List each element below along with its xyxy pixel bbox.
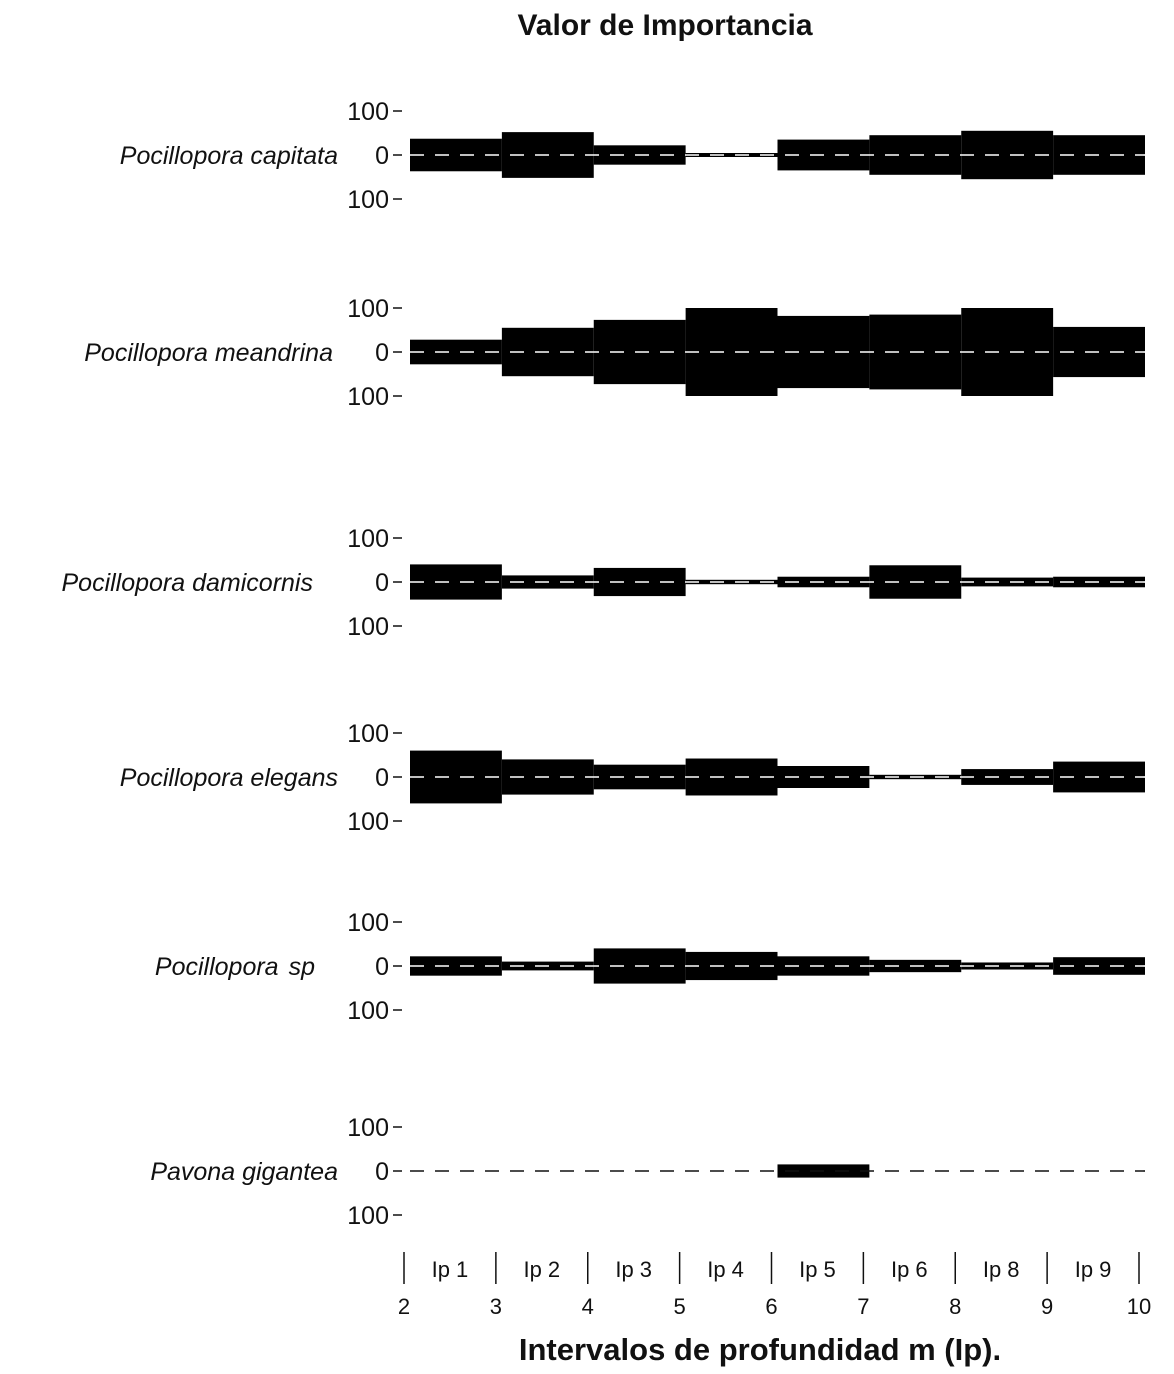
kite-bar [685,579,778,585]
species-panel: Pocillopora elegans 100 0 100 [120,720,1145,836]
tick-label-top: 100 [347,295,389,323]
tick-label-bottom: 100 [347,383,389,411]
interval-label: Ip 6 [891,1257,928,1282]
tick-label-top: 100 [347,525,389,553]
interval-label: Ip 3 [615,1257,652,1282]
species-name: Pocillopora meandrina [84,339,333,367]
tick-label-bottom: 100 [347,997,389,1025]
tick-label-bottom: 100 [347,186,389,214]
tick-label-zero: 0 [375,142,389,170]
tick-label-zero: 0 [375,339,389,367]
tick-label-zero: 0 [375,569,389,597]
depth-tick-label: 9 [1041,1294,1053,1319]
depth-axis: 2 3 4 5 6 7 8 9 10 Ip 1 Ip 2 Ip 3 Ip 4 Ip 5 Ip 6 Ip 8 Ip… [398,1252,1151,1319]
kite-bar [961,769,1054,785]
depth-tick-label: 8 [949,1294,961,1319]
depth-tick-label: 5 [674,1294,686,1319]
species-label: Pocillopora elegans [120,764,338,792]
species-label: Pavona gigantea [150,1158,338,1186]
depth-tick-label: 2 [398,1294,410,1319]
species-suffix: sp [289,953,316,981]
interval-label: Ip 4 [707,1257,744,1282]
kite-bar [961,962,1054,970]
kite-bar [685,153,778,157]
interval-label: Ip 1 [432,1257,469,1282]
kite-bar [1053,957,1145,975]
depth-tick-label: 10 [1127,1294,1151,1319]
species-name: Pocillopora capitata [120,142,338,170]
species-panel: Pocillopora sp 100 0 100 [155,909,1145,1025]
species-label: Pocillopora capitata [120,142,338,170]
interval-label: Ip 9 [1075,1257,1112,1282]
species-name: Pocillopora damicornis [61,569,313,597]
tick-label-zero: 0 [375,764,389,792]
tick-label-bottom: 100 [347,1202,389,1230]
kite-bar [410,956,502,976]
species-label: Pocillopora damicornis [61,569,313,597]
tick-label-bottom: 100 [347,808,389,836]
tick-label-bottom: 100 [347,613,389,641]
chart-title: Valor de Importancia [517,9,812,42]
species-panel: Pocillopora meandrina 100 0 100 [84,295,1145,411]
tick-label-top: 100 [347,909,389,937]
species-panel: Pavona gigantea 100 0 100 [150,1114,1145,1230]
x-axis-label: Intervalos de profundidad m (Ip). [519,1332,1001,1367]
interval-label: Ip 8 [983,1257,1020,1282]
species-label: Pocillopora meandrina [84,339,333,367]
depth-tick-label: 4 [582,1294,594,1319]
tick-label-zero: 0 [375,1158,389,1186]
tick-label-top: 100 [347,98,389,126]
interval-label: Ip 2 [523,1257,560,1282]
kite-bar [1053,576,1145,588]
species-panel: Pocillopora capitata 100 0 100 [120,98,1145,214]
species-label: Pocillopora sp [155,953,315,981]
depth-tick-label: 7 [857,1294,869,1319]
tick-label-top: 100 [347,1114,389,1142]
species-panel: Pocillopora damicornis 100 0 100 [61,525,1145,641]
tick-label-top: 100 [347,720,389,748]
kite-bar [961,577,1054,587]
species-name: Pavona gigantea [150,1158,338,1186]
species-name: Pocillopora [155,953,279,981]
tick-label-zero: 0 [375,953,389,981]
depth-tick-label: 3 [490,1294,502,1319]
depth-tick-label: 6 [765,1294,777,1319]
interval-label: Ip 5 [799,1257,836,1282]
species-name: Pocillopora elegans [120,764,338,792]
